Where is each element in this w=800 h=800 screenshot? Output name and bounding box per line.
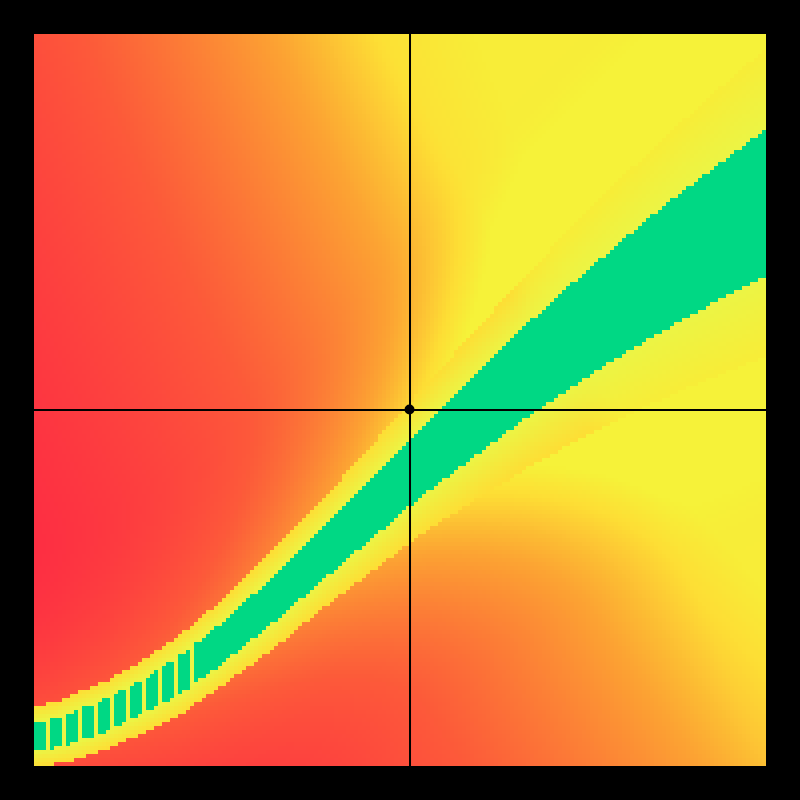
heatmap-canvas [0, 0, 800, 800]
watermark-text: TheBottleneck.com [572, 6, 760, 29]
chart-container: TheBottleneck.com [0, 0, 800, 800]
